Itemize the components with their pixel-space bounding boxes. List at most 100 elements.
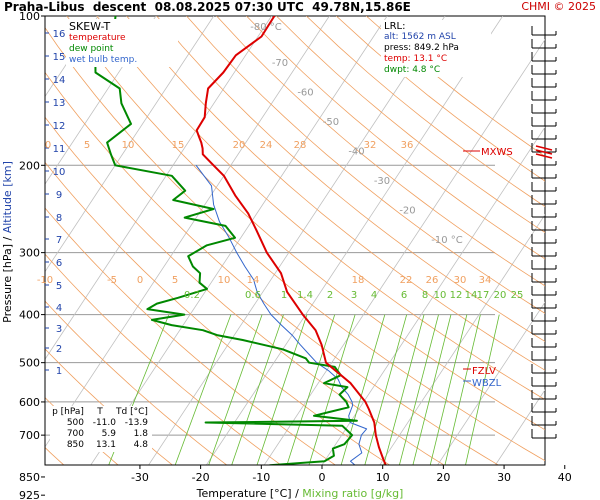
mixing-ratio-label: 3 — [351, 290, 357, 301]
isotherm-line — [148, 16, 446, 465]
mixing-ratio-line — [286, 314, 336, 465]
pressure-tick-label: 200 — [19, 159, 40, 172]
wind-barb — [531, 169, 557, 179]
altitude-tick-label: 2 — [56, 344, 62, 355]
dry-adiabat-line — [66, 16, 545, 431]
wind-barb — [531, 299, 557, 309]
altitude-tick-label: 3 — [56, 324, 62, 335]
surface-temperature: temp: 13.1 °C — [384, 54, 448, 64]
isotherm-line — [205, 16, 504, 465]
altitude-tick-label: 5 — [56, 281, 62, 292]
dry-adiabat-line — [45, 253, 282, 465]
adiabat-label: 26 — [426, 275, 439, 286]
chart-axes — [41, 15, 566, 496]
fzlv-marker: FZLV — [472, 366, 496, 377]
surface-pressure: press: 849.2 hPa — [384, 43, 459, 53]
wind-barb — [531, 208, 557, 218]
adiabat-label: -5 — [107, 275, 117, 286]
mxws-marker: MXWS — [481, 147, 513, 158]
temperature-tick-label: -10 — [252, 471, 270, 484]
adiabat-label: 0 — [45, 140, 51, 151]
temperature-tick-label: -30 — [131, 471, 149, 484]
level-table-row: 500 -11.0 -13.9 — [52, 418, 150, 429]
dry-adiabat-line — [45, 207, 337, 465]
altitude-tick-label: 4 — [56, 303, 62, 314]
dry-adiabat-line — [156, 16, 545, 342]
wind-barb — [531, 156, 557, 166]
wind-barb — [531, 91, 557, 101]
adiabat-label: 18 — [352, 275, 365, 286]
wind-barb — [531, 52, 557, 62]
pressure-tick-label: 400 — [19, 309, 40, 322]
pressure-tick-label: 300 — [19, 247, 40, 260]
isotherm-line — [45, 16, 272, 360]
isotherm-line — [45, 16, 215, 273]
wind-barb — [531, 390, 557, 400]
level-table: p [hPa] T Td [°C] 500 -11.0 -13.9 700 5.… — [50, 406, 152, 452]
isotherm-line — [45, 16, 157, 185]
cell-pressure: 500 — [66, 418, 84, 428]
dry-adiabat-line — [45, 348, 173, 465]
isotherm-label: -40 — [348, 147, 364, 158]
altitude-tick-label: 8 — [56, 213, 62, 224]
mixing-ratio-label: 2 — [327, 290, 333, 301]
mixing-ratio-line — [208, 314, 263, 465]
altitude-tick-label: 9 — [56, 190, 62, 201]
wind-barb — [531, 247, 557, 257]
pressure-tick-label: 100 — [19, 10, 40, 23]
legend-title: SKEW-T — [69, 20, 111, 33]
dry-adiabat-line — [186, 16, 545, 314]
mixing-ratio-line — [398, 314, 439, 465]
dry-adiabat-line — [45, 300, 228, 465]
wind-barb — [531, 273, 557, 283]
adiabat-label: -10 — [37, 275, 53, 286]
adiabat-label: 28 — [294, 140, 307, 151]
mixing-ratio-line — [444, 314, 481, 465]
pressure-tick-label: 850 — [19, 471, 40, 484]
altitude-tick-label: 12 — [53, 121, 66, 132]
wind-barb — [531, 182, 557, 192]
level-table-header-t: T — [97, 407, 103, 417]
adiabat-label: 10 — [218, 275, 231, 286]
dry-adiabat-line — [126, 16, 545, 371]
wind-barb — [531, 416, 557, 426]
adiabat-label: 30 — [454, 275, 467, 286]
isotherm-label: -30 — [374, 176, 390, 187]
level-table-header-td: Td [°C] — [116, 407, 148, 417]
pressure-tick-label: 700 — [19, 429, 40, 442]
temperature-tick-label: -20 — [192, 471, 210, 484]
mixing-ratio-line — [340, 314, 386, 465]
mixing-ratio-label: 0.2 — [184, 290, 200, 301]
wind-barb — [531, 286, 557, 296]
dry-adiabat-line — [246, 16, 545, 260]
adiabat-label: 5 — [84, 140, 90, 151]
mixing-ratio-label: 0.6 — [245, 290, 261, 301]
mixing-ratio-line — [256, 314, 308, 465]
wind-barb — [531, 377, 557, 387]
pressure-tick-label: 500 — [19, 357, 40, 370]
altitude-tick-label: 10 — [53, 167, 66, 178]
temperature-tick-label: 30 — [497, 471, 511, 484]
sounding-datetime: 08.08.2025 07:30 UTC — [154, 0, 304, 14]
surface-info-title: LRL: — [384, 21, 406, 32]
legend: SKEW-T temperature dew point wet bulb te… — [66, 19, 178, 67]
cell-temperature: 13.1 — [95, 440, 116, 450]
cell-dewpoint: 4.8 — [133, 440, 148, 450]
x-axis-title: Temperature [°C] — [196, 487, 295, 500]
isotherm-line — [437, 301, 545, 465]
adiabat-label: 36 — [401, 140, 414, 151]
mixing-ratio-label: 10 — [434, 290, 447, 301]
level-table-row: 700 5.9 1.8 — [52, 429, 150, 440]
dry-adiabat-line — [276, 16, 545, 233]
legend-wetbulb: wet bulb temp. — [69, 55, 138, 65]
wind-barb — [531, 234, 557, 244]
wind-barb — [531, 26, 557, 36]
dry-adiabat-line — [96, 16, 545, 401]
wind-barb — [531, 260, 557, 270]
adiabat-label: 0 — [137, 275, 143, 286]
mixing-ratio-label: 12 — [450, 290, 463, 301]
wind-barb — [531, 39, 557, 49]
adiabat-label: 34 — [479, 275, 492, 286]
chart-labels: 1002003004005006007008509251000123456789… — [1, 10, 572, 500]
cell-pressure: 700 — [66, 429, 84, 439]
